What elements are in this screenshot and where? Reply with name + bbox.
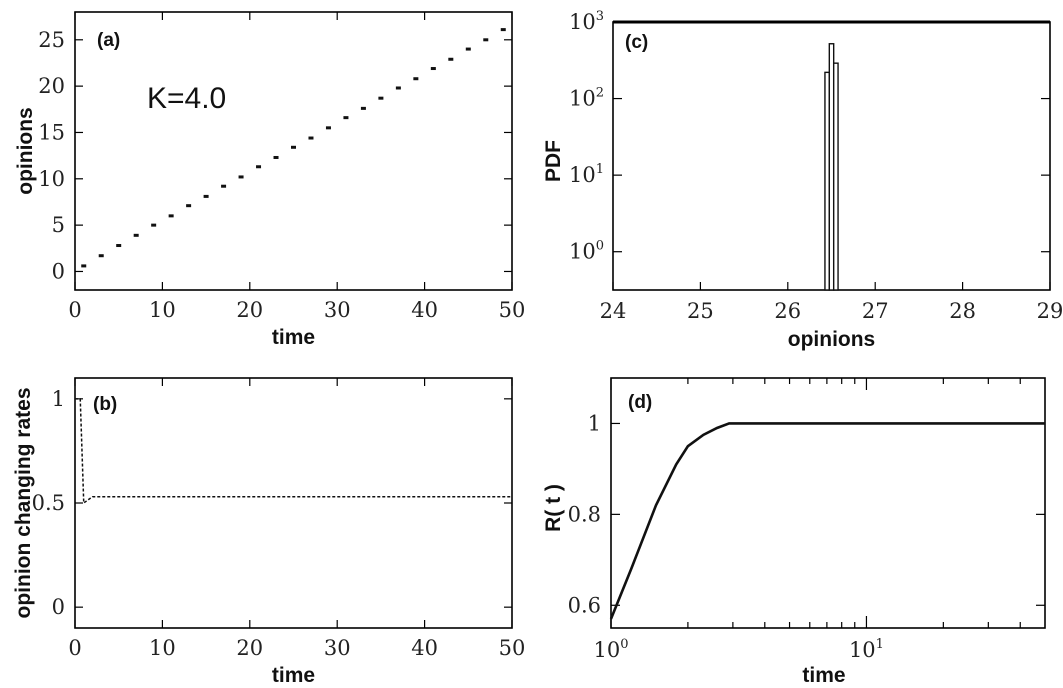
data-point (413, 77, 419, 81)
y-tick-label: 20 (38, 74, 65, 98)
y-tick-label: 10 (38, 167, 65, 191)
data-point (81, 264, 87, 268)
data-point (98, 254, 104, 258)
panel-label: (d) (628, 392, 652, 413)
y-tick-label: 0.6 (568, 593, 601, 617)
data-point (483, 38, 489, 42)
x-tick-label: 50 (499, 298, 526, 322)
data-point (256, 165, 262, 169)
plot-frame (610, 377, 1046, 629)
data-point (168, 214, 174, 218)
data-point (151, 223, 157, 227)
data-point (238, 175, 244, 179)
data-point (448, 57, 454, 61)
data-point (325, 126, 331, 130)
y-axis-label: opinion changing rates (12, 387, 35, 618)
y-tick-label: 103 (569, 9, 604, 34)
y-tick-label: 5 (52, 213, 65, 237)
y-tick-label: 0 (52, 595, 65, 619)
x-tick-label: 10 (149, 636, 176, 660)
x-tick-label: 0 (68, 636, 81, 660)
data-point (116, 244, 122, 248)
y-tick-label: 25 (38, 28, 65, 52)
x-tick-label: 30 (324, 298, 351, 322)
x-tick-label: 24 (600, 299, 627, 323)
x-tick-label: 50 (499, 636, 526, 660)
data-point (308, 136, 314, 140)
panel-label: (a) (97, 30, 120, 51)
data-point (291, 145, 296, 149)
y-tick-label: 15 (38, 120, 65, 144)
data-point (343, 116, 349, 120)
data-point (430, 67, 436, 71)
y-tick-label: 0 (52, 259, 65, 283)
x-tick-label: 29 (1037, 299, 1063, 323)
panel-label: (c) (625, 32, 648, 53)
data-point (273, 155, 279, 159)
x-tick-label: 40 (411, 636, 438, 660)
x-tick-label: 30 (324, 636, 351, 660)
x-axis-label: time (272, 664, 315, 687)
x-tick-label: 100 (593, 637, 628, 662)
data-point (186, 204, 192, 208)
panel-a: 0 10 20 30 40 50 0 5 10 15 20 25 time opinions (a) K=4.… (14, 11, 526, 349)
data-point (395, 86, 401, 90)
R-series-line (609, 422, 1045, 620)
x-axis-label: time (272, 326, 315, 349)
panel-c: 24 25 26 27 28 29 100 101 102 103 opinions PDF (c) (542, 9, 1063, 351)
parameter-annotation: K=4.0 (147, 82, 226, 115)
x-tick-label: 10 (149, 298, 176, 322)
plot-frame (74, 11, 513, 291)
panel-d: 100 101 0.6 0.8 1 time R( t ) (d) (542, 377, 1046, 687)
data-point (500, 28, 506, 32)
data-point (378, 96, 384, 100)
y-tick-label: 0.8 (568, 502, 601, 526)
rate-series-line (75, 398, 512, 505)
x-tick-label: 25 (687, 299, 714, 323)
y-tick-label: 1 (588, 411, 601, 435)
x-tick-label: 27 (862, 299, 889, 323)
data-point (221, 184, 227, 188)
x-tick-label: 40 (411, 298, 438, 322)
x-axis-label: time (802, 664, 845, 687)
y-tick-label: 101 (569, 162, 604, 187)
y-tick-label: 102 (569, 86, 604, 111)
panel-label: (b) (93, 394, 117, 415)
y-tick-label: 0.5 (32, 491, 65, 515)
x-tick-label: 20 (236, 636, 263, 660)
x-tick-label: 20 (236, 298, 263, 322)
plot-frame (74, 377, 513, 629)
x-tick-label: 28 (949, 299, 976, 323)
x-tick-label: 0 (68, 298, 81, 322)
x-tick-label: 101 (849, 637, 884, 662)
y-axis-label: PDF (542, 140, 565, 182)
y-axis-label: R( t ) (542, 484, 565, 532)
x-axis-label: opinions (788, 328, 876, 351)
data-point (465, 47, 471, 51)
data-point (203, 194, 209, 198)
data-point (133, 233, 139, 237)
panel-b: 0 10 20 30 40 50 0 0.5 1 time opinion changing rat… (12, 377, 526, 687)
y-axis-label: opinions (14, 107, 37, 195)
x-tick-label: 26 (774, 299, 801, 323)
y-tick-label: 1 (52, 387, 65, 411)
y-tick-label: 100 (569, 239, 604, 264)
data-point (360, 106, 366, 110)
histogram-bar (832, 62, 839, 291)
